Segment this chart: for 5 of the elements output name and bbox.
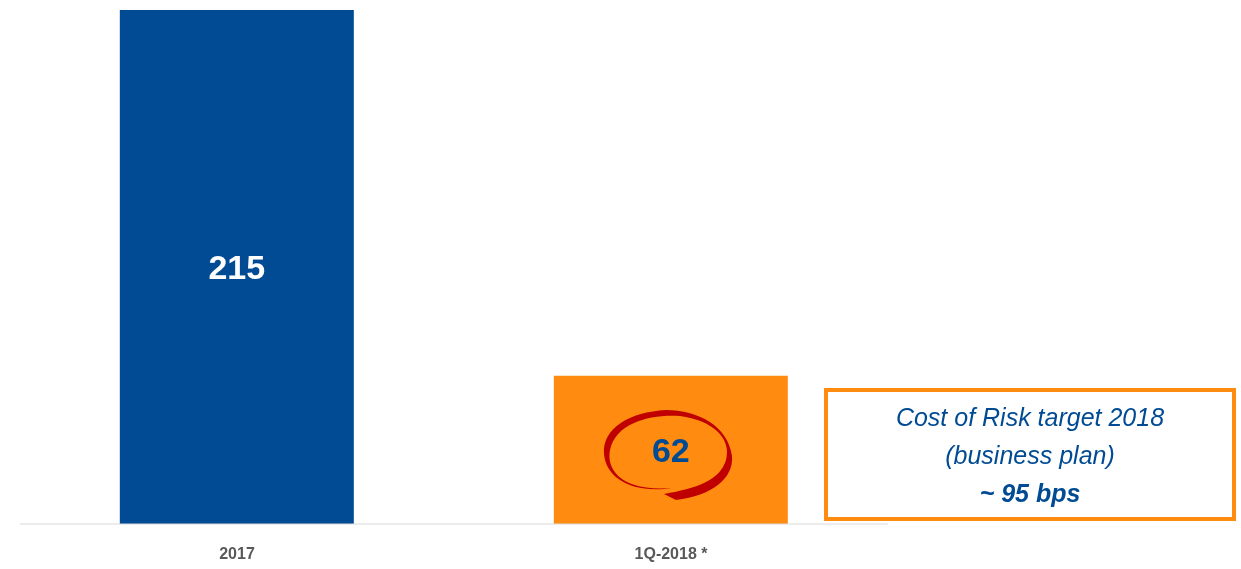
x-tick-label: 1Q-2018 * [634,545,709,563]
note-box: Cost of Risk target 2018 (business plan) ~ 95 bps [824,388,1236,521]
x-tick-label: 2017 [219,545,255,563]
data-label: 215 [208,248,266,286]
data-label: 62 [651,430,690,469]
